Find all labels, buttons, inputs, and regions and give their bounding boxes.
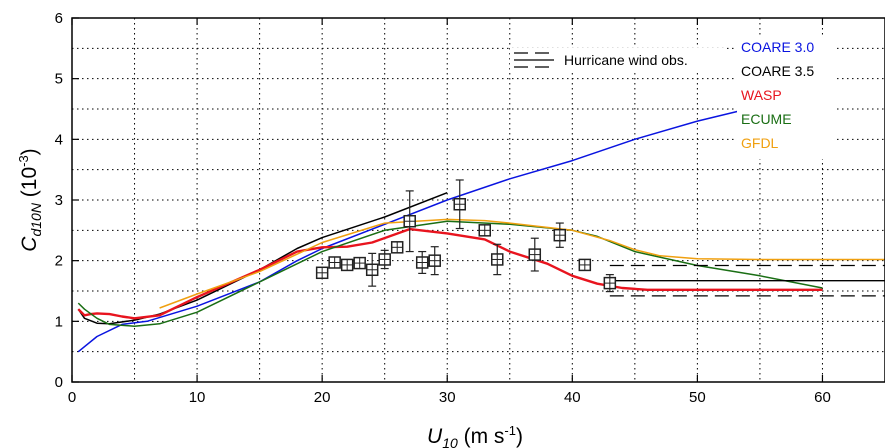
observation-point bbox=[603, 274, 617, 293]
x-axis-title-sub: 10 bbox=[442, 435, 458, 448]
observation-point bbox=[403, 190, 416, 253]
series-line-gfdl bbox=[159, 218, 885, 309]
legend-obs-label: Hurricane wind obs. bbox=[564, 52, 688, 68]
observation-point bbox=[578, 258, 592, 272]
x-axis-title-units: (m s bbox=[458, 425, 505, 448]
legend-label-coare-3-0: COARE 3.0 bbox=[741, 39, 814, 55]
observation-point bbox=[528, 237, 542, 272]
y-axis-title-units: (10 bbox=[18, 167, 41, 203]
grid-lines bbox=[72, 18, 885, 382]
x-axis-title: U10 (m s-1) bbox=[427, 423, 523, 448]
x-tick-label: 30 bbox=[439, 389, 456, 406]
observation-point bbox=[315, 266, 329, 280]
legend-label-ecume: ECUME bbox=[741, 111, 792, 127]
y-tick-label: 6 bbox=[55, 10, 63, 27]
x-tick-label: 40 bbox=[564, 389, 581, 406]
y-axis-title-sub: d10N bbox=[28, 202, 44, 236]
observation-point bbox=[415, 250, 429, 275]
axis-ticks: 0 10 20 30 40 50 60 0 1 2 3 4 5 6 bbox=[55, 10, 831, 406]
series-line-wasp bbox=[77, 227, 823, 320]
x-tick-label: 10 bbox=[189, 389, 206, 406]
observation-point bbox=[478, 224, 492, 237]
y-axis-title: Cd10N (10-3) bbox=[16, 148, 44, 251]
observation-point bbox=[365, 252, 379, 287]
y-axis-title-close: ) bbox=[18, 148, 41, 155]
observation-point bbox=[340, 258, 354, 272]
y-axis-title-main: C bbox=[18, 236, 41, 252]
y-tick-label: 5 bbox=[55, 71, 63, 88]
x-axis-title-main: U bbox=[427, 425, 443, 448]
y-axis-title-sup: -3 bbox=[16, 155, 31, 167]
observation-point bbox=[328, 256, 341, 269]
x-axis-title-close: ) bbox=[516, 425, 523, 448]
observation-point bbox=[378, 249, 391, 270]
x-axis-title-sup: -1 bbox=[504, 423, 516, 438]
observation-point bbox=[553, 222, 567, 248]
legend-label-coare-3-5: COARE 3.5 bbox=[741, 63, 814, 79]
observation-point bbox=[390, 241, 404, 254]
x-tick-label: 50 bbox=[689, 389, 706, 406]
y-tick-label: 3 bbox=[55, 192, 63, 209]
hurricane-obs-lines bbox=[609, 264, 885, 297]
legend-series-background bbox=[737, 37, 835, 159]
series-line-coare-3-5 bbox=[77, 192, 448, 325]
x-tick-label: 60 bbox=[814, 389, 831, 406]
y-tick-label: 1 bbox=[55, 313, 63, 330]
y-tick-label: 2 bbox=[55, 253, 63, 270]
observation-point bbox=[453, 179, 466, 230]
observation-points bbox=[315, 179, 617, 293]
x-tick-label: 20 bbox=[314, 389, 331, 406]
legend-label-gfdl: GFDL bbox=[741, 135, 779, 151]
legend: Hurricane wind obs. COARE 3.0 COARE 3.5 WAS… bbox=[510, 37, 835, 159]
legend-label-wasp: WASP bbox=[741, 87, 782, 103]
series-line-coare-3-0 bbox=[77, 88, 823, 353]
x-tick-label: 0 bbox=[68, 389, 76, 406]
observation-point bbox=[353, 256, 366, 270]
observation-point bbox=[491, 243, 504, 276]
y-tick-label: 0 bbox=[55, 374, 63, 391]
series-line-ecume bbox=[77, 220, 823, 327]
y-tick-label: 4 bbox=[55, 131, 63, 148]
observation-point bbox=[428, 246, 441, 276]
model-curves bbox=[77, 88, 885, 353]
